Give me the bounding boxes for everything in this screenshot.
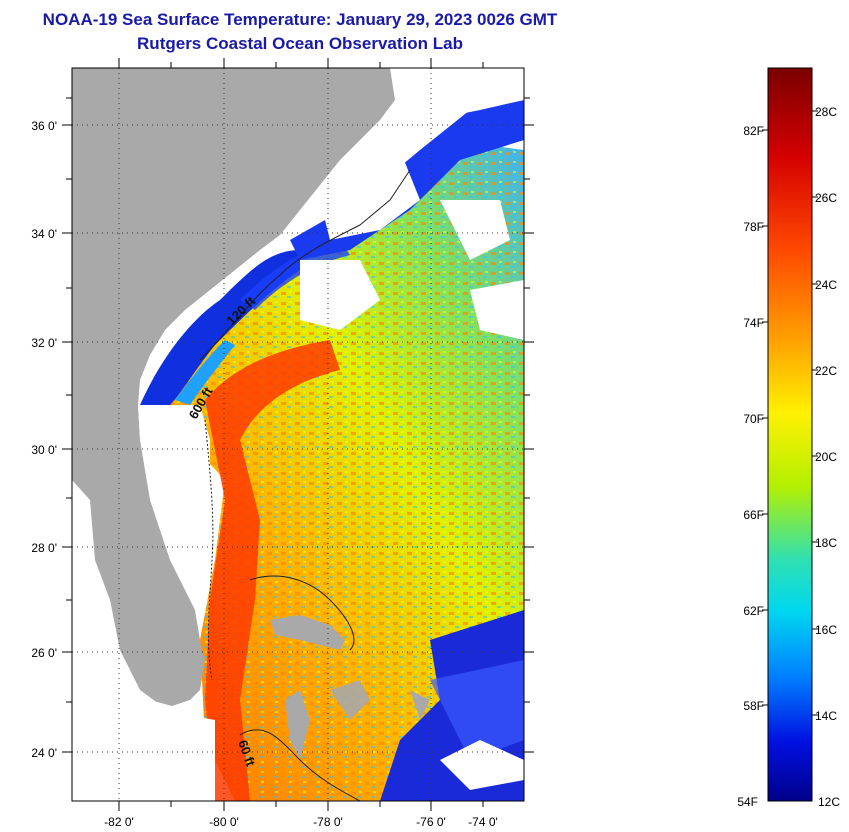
colorbar-label-22c: 22C — [815, 364, 837, 378]
colorbar-label-62f: 62F — [743, 604, 764, 618]
lat-label-30: 30 0' — [31, 443, 57, 457]
colorbar-label-20c: 20C — [815, 450, 837, 464]
colorbar-label-66f: 66F — [743, 508, 764, 522]
colorbar-label-70f: 70F — [743, 412, 764, 426]
map-subtitle: Rutgers Coastal Ocean Observation Lab — [137, 34, 463, 53]
lon-label-74: -74 0' — [468, 815, 498, 829]
map-title: NOAA-19 Sea Surface Temperature: January… — [42, 10, 558, 29]
bahamas-islands — [270, 615, 345, 650]
colorbar-label-26c: 26C — [815, 191, 837, 205]
map-frame — [71, 67, 525, 802]
lon-label-78: -78 0' — [313, 815, 343, 829]
colorbar-label-28c: 28C — [815, 105, 837, 119]
lat-label-26: 26 0' — [31, 646, 57, 660]
lat-label-34: 34 0' — [31, 227, 57, 241]
colorbar-label-82f: 82F — [743, 124, 764, 138]
colorbar-label-54f: 54F — [737, 795, 758, 809]
colorbar-label-78f: 78F — [743, 220, 764, 234]
lon-label-82: -82 0' — [104, 815, 134, 829]
map-gridlines — [72, 68, 524, 801]
colorbar-label-14c: 14C — [815, 709, 837, 723]
colorbar-label-18c: 18C — [815, 536, 837, 550]
lat-label-32: 32 0' — [31, 336, 57, 350]
lat-label-24: 24 0' — [31, 746, 57, 760]
temperature-colorbar: 82F 78F 74F 70F 66F 62F 58F 54F 28C 26C … — [737, 67, 840, 809]
colorbar-label-12c: 12C — [818, 795, 840, 809]
contour-line — [199, 169, 411, 361]
colorbar-label-58f: 58F — [743, 699, 764, 713]
map-ticks — [62, 58, 534, 811]
gulf-stream-warm-band — [205, 340, 340, 801]
cloud-mask-north — [400, 68, 524, 120]
colorbar-label-74f: 74F — [743, 316, 764, 330]
colorbar-label-24c: 24C — [815, 278, 837, 292]
map-panel — [72, 68, 524, 801]
lon-label-80: -80 0' — [209, 815, 239, 829]
lat-label-28: 28 0' — [31, 541, 57, 555]
colorbar-label-16c: 16C — [815, 623, 837, 637]
lon-label-76: -76 0' — [416, 815, 446, 829]
lat-label-36: 36 0' — [31, 119, 57, 133]
